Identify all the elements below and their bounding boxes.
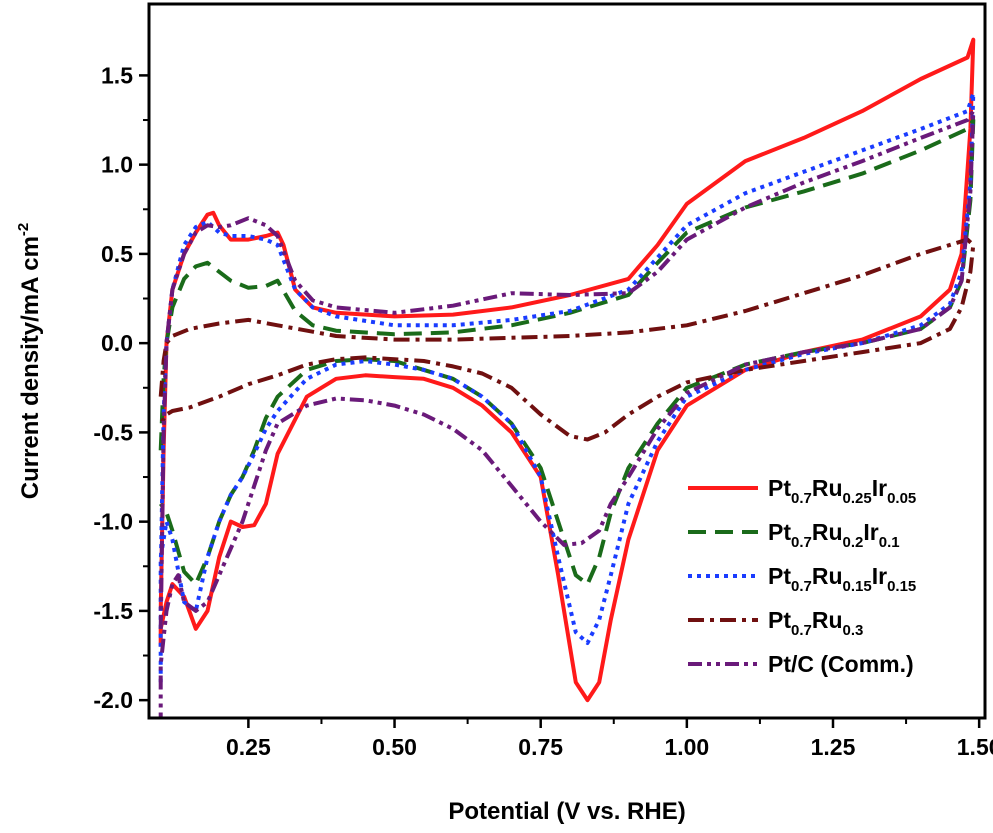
legend-label: Pt0.7Ru0.3 bbox=[768, 607, 863, 639]
legend-label: Pt0.7Ru0.2Ir0.1 bbox=[768, 519, 900, 551]
y-tick-label: 1.0 bbox=[101, 152, 133, 178]
x-tick-label: 1.00 bbox=[664, 734, 709, 760]
y-tick-label: 0.0 bbox=[101, 330, 133, 356]
y-axis-title-superscript: -2 bbox=[15, 223, 32, 236]
cv-curve-2 bbox=[158, 118, 976, 587]
y-tick-label: 0.5 bbox=[101, 241, 133, 267]
y-tick-label: 1.5 bbox=[101, 62, 133, 88]
x-tick-label: 1.25 bbox=[811, 734, 856, 760]
plot-frame bbox=[147, 2, 987, 720]
y-axis-title: Current density/mA cm-2 bbox=[15, 223, 44, 500]
series-layer bbox=[158, 37, 976, 718]
cv-curve-4 bbox=[158, 237, 976, 442]
y-axis-title-main: Current density/mA cm bbox=[17, 236, 44, 499]
svg-text:Current density/mA cm-2: Current density/mA cm-2 bbox=[15, 223, 44, 500]
x-axis-title: Potential (V vs. RHE) bbox=[448, 798, 685, 825]
legend-label: Pt/C (Comm.) bbox=[768, 651, 914, 677]
x-tick-label: 0.50 bbox=[372, 734, 417, 760]
y-tick-label: -2.0 bbox=[93, 687, 133, 713]
x-tick-label: 0.75 bbox=[518, 734, 563, 760]
x-tick-label: 0.25 bbox=[226, 734, 271, 760]
legend: Pt0.7Ru0.25Ir0.05 Pt0.7Ru0.2Ir0.1 Pt0.7Ru0… bbox=[688, 475, 916, 677]
legend-entry: Pt0.7Ru0.2Ir0.1 bbox=[688, 519, 900, 551]
legend-label: Pt0.7Ru0.25Ir0.05 bbox=[768, 475, 916, 507]
legend-entry: Pt0.7Ru0.15Ir0.15 bbox=[688, 563, 916, 595]
y-tick-label: -0.5 bbox=[93, 419, 133, 445]
cv-curve-3 bbox=[158, 91, 976, 683]
ticks-layer: 0.25 0.50 0.75 1.00 1.25 1.50 -2.0 -1.5 -1.0 -0.5… bbox=[93, 62, 993, 760]
y-tick-label: -1.0 bbox=[93, 509, 133, 535]
cv-curve-1 bbox=[158, 37, 976, 703]
y-tick-label: -1.5 bbox=[93, 598, 133, 624]
legend-entry: Pt0.7Ru0.3 bbox=[688, 607, 863, 639]
cv-curve-5 bbox=[158, 109, 976, 718]
legend-entry: Pt0.7Ru0.25Ir0.05 bbox=[688, 475, 916, 507]
x-tick-label: 1.50 bbox=[957, 734, 993, 760]
legend-entry: Pt/C (Comm.) bbox=[688, 651, 914, 677]
legend-label: Pt0.7Ru0.15Ir0.15 bbox=[768, 563, 916, 595]
